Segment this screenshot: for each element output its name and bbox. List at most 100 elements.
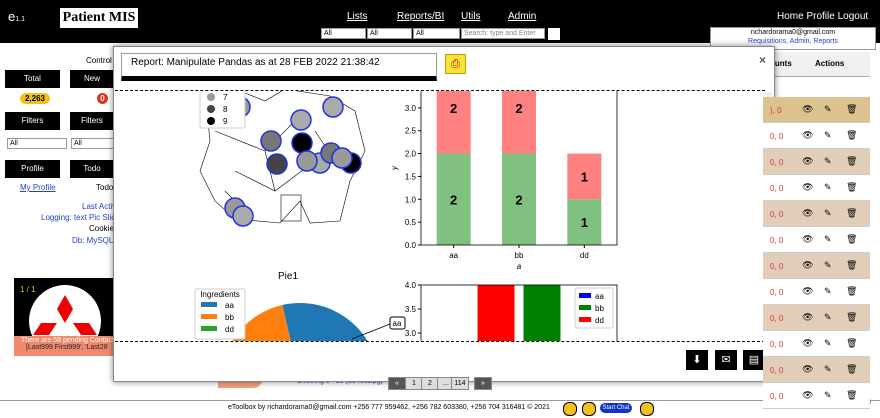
row-action[interactable]: ✎ [824, 286, 832, 296]
value-label: 2 [450, 101, 457, 116]
row-action[interactable]: ✎ [824, 156, 832, 166]
row-action[interactable]: 🗑 [846, 312, 858, 322]
row-action[interactable]: 🗑 [846, 364, 858, 374]
modal-title-box [121, 53, 437, 81]
logo[interactable]: e1.1 [8, 9, 25, 24]
legend-swatch [579, 305, 591, 310]
row-action[interactable]: 👁 [802, 338, 814, 348]
row-action[interactable]: ✎ [824, 260, 832, 270]
brand[interactable]: Patient MIS [60, 8, 138, 28]
y-tick-label: 2.5 [405, 127, 417, 136]
row-action[interactable]: 🗑 [846, 338, 858, 348]
footer-icon[interactable] [563, 402, 577, 416]
menu-item[interactable]: Utils [461, 11, 481, 22]
row-action[interactable]: 👁 [802, 286, 814, 296]
row-action[interactable]: 👁 [802, 130, 814, 140]
report-area: 7 8 9 2 2 1 2 2 1 0.0 0.5 1.0 1.5 2.0 2.5 3.0 aa bb dd a y Pi… [115, 90, 765, 342]
row-action[interactable]: 👁 [802, 156, 814, 166]
row-action[interactable]: 👁 [802, 182, 814, 192]
row-action[interactable]: 🗑 [846, 182, 858, 192]
row-action[interactable]: ✎ [824, 364, 832, 374]
row-text: 0, 0 [770, 210, 784, 219]
menu-item[interactable]: Admin [508, 11, 537, 22]
legend-marker [207, 105, 215, 113]
row-action[interactable]: 🗑 [846, 130, 858, 140]
row-action[interactable]: 👁 [802, 104, 814, 114]
y-axis-label: y [390, 165, 399, 171]
page-button[interactable]: 114 [451, 377, 469, 390]
row-action[interactable]: 🗑 [846, 234, 858, 244]
page-button[interactable]: » [474, 377, 492, 390]
row-action[interactable]: ✎ [824, 312, 832, 322]
row-action[interactable]: 🗑 [846, 286, 858, 296]
row-text: 0, 0 [770, 366, 784, 375]
search-input[interactable]: Search: type and Enter [461, 28, 545, 39]
legend-swatch [201, 314, 217, 319]
y-tick-label: 3.0 [405, 329, 417, 338]
bar [502, 91, 536, 154]
map-marker [322, 96, 344, 118]
slide-counter: 1 / 1 [20, 285, 36, 294]
row-action[interactable]: 👁 [802, 208, 814, 218]
search-button[interactable] [548, 28, 560, 40]
row-action[interactable]: 👁 [802, 312, 814, 322]
page-button[interactable]: ... [437, 377, 455, 390]
page-button[interactable]: 1 [405, 377, 423, 390]
table-header-cell: Actions [815, 59, 845, 68]
row-action[interactable]: 🗑 [846, 156, 858, 166]
row-text: 0, 0 [770, 132, 784, 141]
filter-select[interactable]: All [71, 138, 115, 149]
page-button[interactable]: « [388, 377, 406, 390]
value-label: 2 [450, 192, 457, 207]
todo-link[interactable]: Todo [96, 183, 114, 192]
row-action[interactable]: 🗑 [846, 260, 858, 270]
bar [567, 199, 602, 245]
legend-swatch [579, 293, 591, 298]
filter-select[interactable]: All [321, 28, 366, 39]
row-action[interactable]: ✎ [824, 234, 832, 244]
download-button[interactable]: ⬇ [686, 350, 708, 370]
plot [477, 285, 561, 341]
row-action[interactable]: ✎ [824, 338, 832, 348]
row-action[interactable]: 👁 [802, 260, 814, 270]
email-button[interactable]: ✉ [715, 350, 737, 370]
row-action[interactable]: 👁 [802, 364, 814, 374]
footer-icon[interactable] [582, 402, 596, 416]
print-button[interactable]: ⎙ [445, 54, 466, 74]
row-action[interactable]: ✎ [824, 208, 832, 218]
chat-button[interactable]: Start Chat [600, 403, 632, 413]
pdf-button[interactable]: ▤ [743, 350, 765, 370]
row-text: 0, 0 [770, 314, 784, 323]
menu-item[interactable]: Reports/BI [397, 11, 445, 22]
row-action[interactable]: ✎ [824, 390, 832, 400]
my-profile-link[interactable]: My Profile [20, 183, 56, 192]
legend-label: dd [595, 316, 604, 325]
filter-select[interactable]: All [7, 138, 67, 149]
pie-slice [282, 303, 368, 341]
row-action[interactable]: 👁 [802, 234, 814, 244]
footer-text: eToolbox by richardorama0@gmail.com +256… [228, 404, 550, 411]
value-label: 1 [581, 215, 588, 230]
legend-marker [207, 117, 215, 125]
filter-select[interactable]: All [367, 28, 412, 39]
row-action[interactable]: ✎ [824, 130, 832, 140]
user-links[interactable]: Requisitions, Admin, Reports [748, 38, 838, 45]
row-action[interactable]: ✎ [824, 182, 832, 192]
header-links[interactable]: Home Profile Logout [777, 11, 869, 22]
row-action[interactable]: 🗑 [846, 390, 858, 400]
close-button[interactable]: × [759, 53, 767, 67]
row-text: 0, 0 [770, 262, 784, 271]
table-row [763, 383, 870, 409]
row-action[interactable]: ✎ [824, 104, 832, 114]
row-action[interactable]: 🗑 [846, 104, 858, 114]
menu-item[interactable]: Lists [347, 11, 368, 22]
row-action[interactable]: 🗑 [846, 208, 858, 218]
row-action[interactable]: 👁 [802, 390, 814, 400]
filter-select[interactable]: All [413, 28, 460, 39]
row-text: 0, 0 [770, 184, 784, 193]
y-tick-label: 4.0 [405, 281, 417, 290]
activity-link[interactable]: Pic Slide [89, 213, 121, 222]
map-marker [291, 132, 313, 154]
controls-label: Control [86, 56, 112, 65]
footer-icon[interactable] [640, 402, 654, 416]
